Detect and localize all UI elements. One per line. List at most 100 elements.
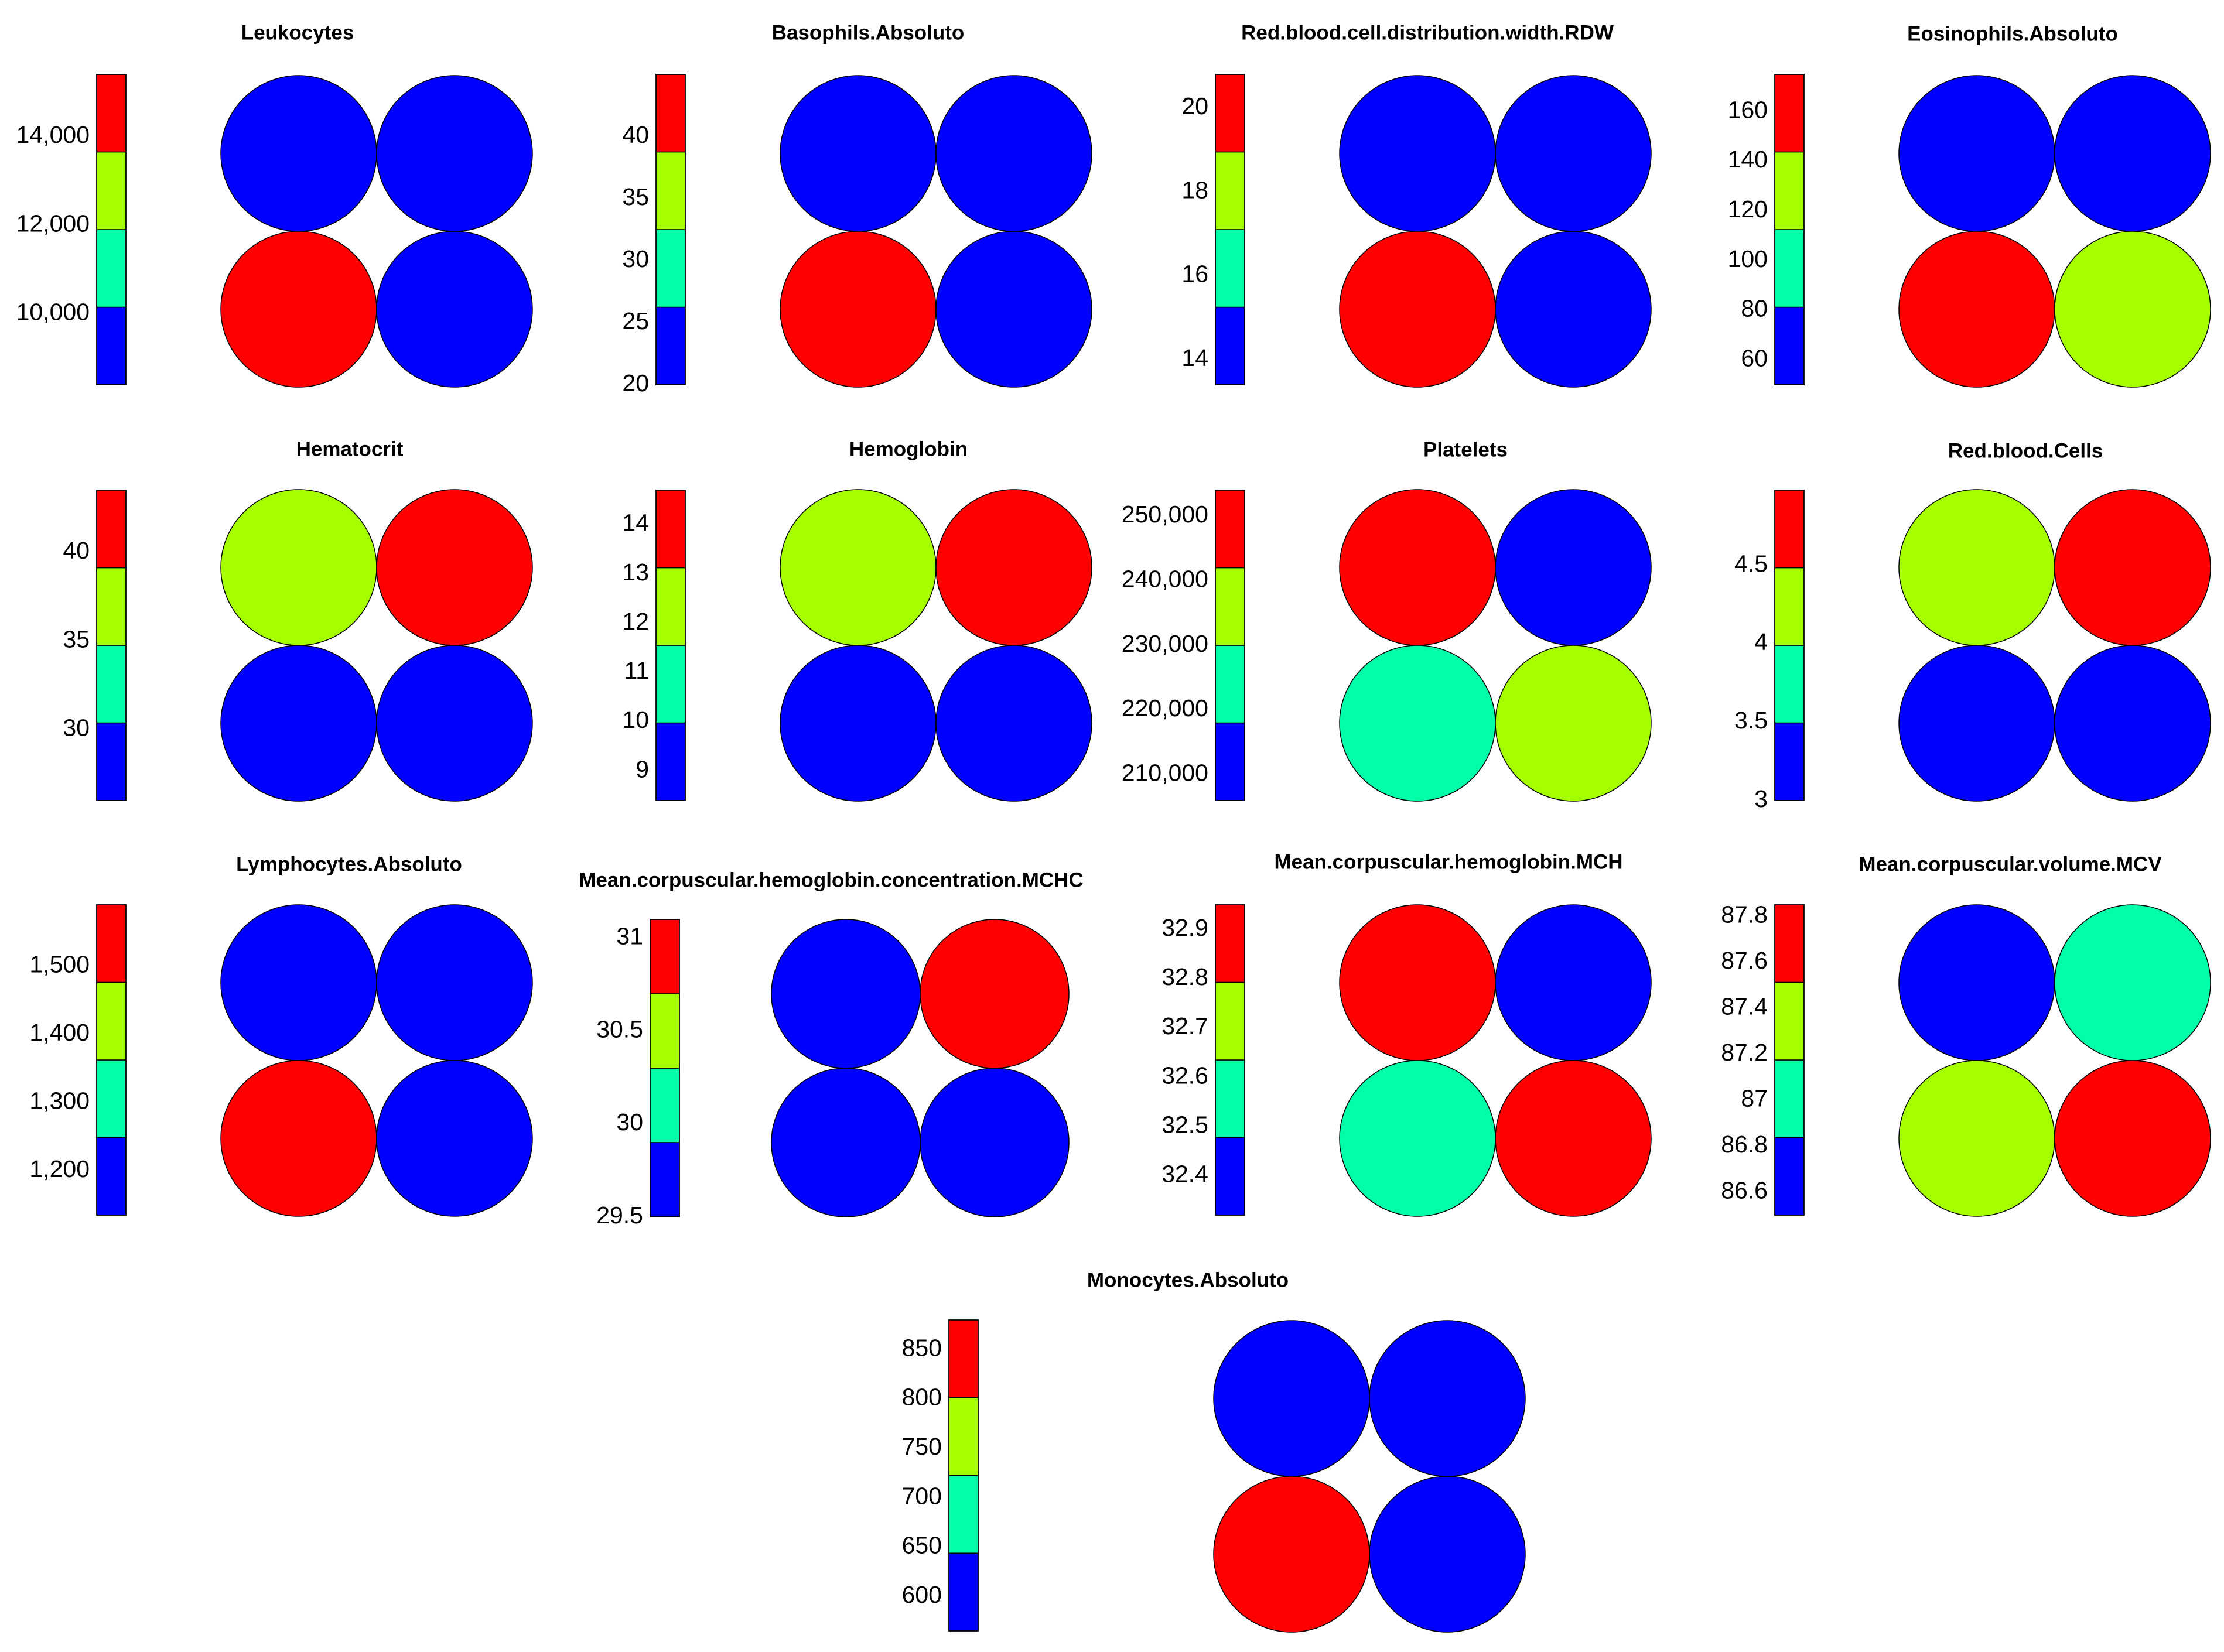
colorbar: 29.5 30 30.5 31 — [596, 919, 680, 1229]
colorbar-tick-label: 30.5 — [596, 1015, 643, 1042]
colorbar-segment-teal — [1774, 229, 1805, 308]
colorbar-outline — [650, 919, 680, 1217]
colorbar-outline — [96, 490, 127, 801]
panel-2: Basophils.Absoluto 20 25 30 35 40 — [622, 21, 1092, 396]
colorbar-segment-blue — [96, 722, 127, 801]
disc-grid — [780, 75, 1092, 388]
colorbar-tick-label: 30 — [616, 1109, 643, 1135]
colorbar-segment-lime — [1215, 981, 1245, 1061]
colorbar-segment-red — [96, 74, 127, 153]
cell-disc-r1c2 — [2054, 489, 2211, 646]
panel-11: Mean.corpuscular.hemoglobin.MCH32.432.53… — [1161, 850, 1652, 1217]
colorbar-segment-blue — [1774, 306, 1805, 385]
disc-grid — [220, 904, 533, 1217]
disc-grid — [220, 75, 533, 388]
colorbar-tick-label: 240,000 — [1122, 565, 1208, 592]
disc-grid — [1339, 904, 1652, 1217]
cell-disc-r2c1 — [1898, 645, 2055, 802]
panel-title: Hemoglobin — [849, 437, 968, 460]
disc-grid — [1898, 904, 2211, 1217]
cell-disc-r1c1 — [220, 904, 377, 1061]
cell-disc-r1c2 — [376, 75, 533, 232]
colorbar-tick-label: 800 — [902, 1384, 942, 1411]
cell-disc-r2c2 — [1495, 231, 1652, 388]
cell-disc-r2c1 — [780, 645, 937, 802]
colorbar-segment-teal — [655, 229, 686, 308]
colorbar-outline — [96, 74, 127, 385]
colorbar-tick-label: 29.5 — [596, 1202, 643, 1229]
colorbar-tick-label: 18 — [1181, 176, 1208, 203]
colorbar-segment-teal — [1774, 1059, 1805, 1138]
cell-disc-r1c2 — [376, 489, 533, 646]
colorbar: 600 650 700 750 800 850 — [902, 1319, 979, 1632]
colorbar-outline — [96, 904, 127, 1216]
colorbar-segment-lime — [96, 151, 127, 230]
cell-disc-r2c1 — [780, 231, 937, 388]
cell-disc-r2c2 — [2054, 231, 2211, 388]
panel-title: Mean.corpuscular.hemoglobin.MCH — [1274, 850, 1622, 873]
colorbar-tick-label: 32.9 — [1161, 914, 1208, 941]
cell-disc-r1c2 — [1495, 904, 1652, 1061]
colorbar-segment-teal — [1215, 1059, 1245, 1138]
colorbar-segment-blue — [1774, 722, 1805, 801]
colorbar-segment-teal — [650, 1068, 680, 1143]
colorbar-tick-label: 220,000 — [1122, 695, 1208, 721]
colorbar-segment-blue — [1774, 1137, 1805, 1216]
colorbar-segment-lime — [1774, 151, 1805, 230]
colorbar-tick-label: 80 — [1741, 295, 1768, 322]
colorbar-tick-label: 35 — [622, 183, 649, 210]
panel-6: Hemoglobin 9 10 11 12 13 14 — [622, 437, 1092, 802]
cell-disc-r1c1 — [1898, 489, 2055, 646]
colorbar-segment-red — [1774, 904, 1805, 983]
colorbar: 20 25 30 35 40 — [622, 74, 686, 396]
colorbar-segment-red — [655, 74, 686, 153]
panel-title: Platelets — [1423, 438, 1508, 461]
colorbar-segment-teal — [1215, 645, 1245, 724]
colorbar-segment-teal — [96, 229, 127, 308]
colorbar-segment-lime — [1215, 567, 1245, 646]
cell-disc-r1c1 — [1339, 489, 1496, 646]
colorbar-tick-label: 32.7 — [1161, 1013, 1208, 1039]
colorbar-segment-red — [655, 490, 686, 569]
cell-disc-r1c1 — [1898, 75, 2055, 232]
disc-grid — [1339, 489, 1652, 802]
colorbar-tick-label: 750 — [902, 1433, 942, 1460]
cell-disc-r1c2 — [2054, 904, 2211, 1061]
cell-disc-r2c2 — [376, 645, 533, 802]
cell-disc-r2c2 — [1369, 1476, 1526, 1633]
colorbar-tick-label: 10,000 — [16, 299, 90, 326]
colorbar-tick-label: 14 — [1181, 344, 1208, 371]
colorbar: 32.4 32.5 32.6 32.7 32.8 32.9 — [1161, 904, 1245, 1216]
cell-disc-r1c2 — [920, 919, 1070, 1069]
cell-disc-r1c2 — [376, 904, 533, 1061]
disc-grid — [780, 489, 1092, 802]
colorbar-segment-red — [1215, 904, 1245, 983]
panel-3: Red.blood.cell.distribution.width.RDW141… — [1181, 21, 1652, 388]
colorbar-segment-teal — [96, 645, 127, 724]
cell-disc-r1c2 — [1369, 1320, 1526, 1477]
cell-disc-r1c1 — [771, 919, 921, 1069]
colorbar-tick-label: 16 — [1181, 261, 1208, 288]
colorbar-segment-red — [650, 919, 680, 994]
cell-disc-r2c1 — [1339, 645, 1496, 802]
colorbar-tick-label: 12,000 — [16, 210, 90, 237]
colorbar-tick-label: 3.5 — [1734, 707, 1768, 734]
colorbar: 86.6 86.8 87 87.2 87.4 87.6 87.8 — [1721, 901, 1805, 1216]
colorbar-tick-label: 20 — [622, 370, 649, 396]
cell-disc-r2c2 — [2054, 645, 2211, 802]
colorbar: 14 16 18 20 — [1181, 74, 1245, 385]
cell-disc-r2c2 — [935, 645, 1092, 802]
cell-disc-r2c1 — [220, 1060, 377, 1217]
colorbar-tick-label: 1,300 — [29, 1087, 90, 1114]
panel-title: Eosinophils.Absoluto — [1907, 22, 2118, 45]
panel-title: Monocytes.Absoluto — [1087, 1268, 1289, 1291]
colorbar-tick-label: 87.4 — [1721, 993, 1768, 1020]
colorbar-tick-label: 4 — [1754, 628, 1768, 655]
disc-grid — [1213, 1320, 1526, 1633]
cell-disc-r2c2 — [920, 1068, 1070, 1217]
colorbar-tick-label: 100 — [1728, 245, 1768, 272]
colorbar-tick-label: 32.8 — [1161, 963, 1208, 990]
colorbar: 30 35 40 — [63, 490, 127, 801]
colorbar-segment-red — [1774, 74, 1805, 153]
panel-5: Hematocrit 30 35 40 — [63, 437, 533, 802]
